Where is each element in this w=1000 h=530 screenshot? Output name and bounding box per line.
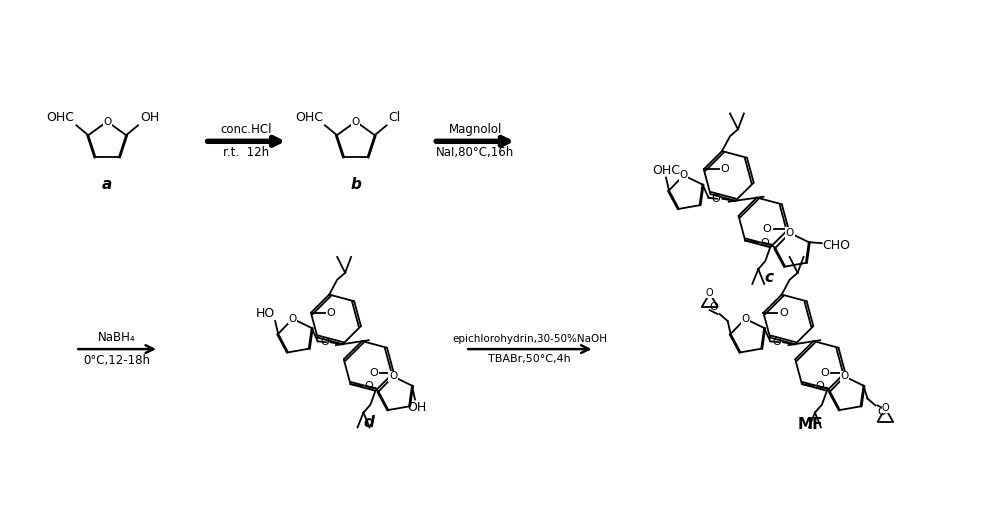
Text: OH: OH bbox=[140, 111, 159, 125]
Text: O: O bbox=[369, 368, 378, 377]
Text: HO: HO bbox=[256, 307, 275, 320]
Text: O: O bbox=[679, 170, 688, 180]
Text: O: O bbox=[721, 164, 729, 174]
Text: O: O bbox=[772, 337, 781, 347]
Text: O: O bbox=[779, 308, 788, 318]
Text: Cl: Cl bbox=[389, 111, 401, 125]
Text: a: a bbox=[102, 177, 112, 192]
Text: O: O bbox=[320, 337, 329, 347]
Text: conc.HCl: conc.HCl bbox=[221, 123, 272, 136]
Text: O: O bbox=[364, 381, 373, 391]
Text: O: O bbox=[816, 381, 825, 391]
Text: O: O bbox=[741, 314, 749, 324]
Text: OHC: OHC bbox=[295, 111, 323, 125]
Text: OH: OH bbox=[407, 402, 427, 414]
Text: r.t.  12h: r.t. 12h bbox=[223, 146, 269, 159]
Text: O: O bbox=[877, 408, 886, 418]
Text: O: O bbox=[760, 237, 769, 248]
Text: 0°C,12-18h: 0°C,12-18h bbox=[84, 354, 151, 367]
Text: d: d bbox=[363, 416, 374, 430]
Text: TBABr,50°C,4h: TBABr,50°C,4h bbox=[488, 354, 571, 364]
Text: OHC: OHC bbox=[652, 164, 680, 176]
Text: O: O bbox=[840, 372, 849, 382]
Text: NaI,80°C,16h: NaI,80°C,16h bbox=[436, 146, 514, 159]
Text: O: O bbox=[103, 117, 111, 127]
Text: O: O bbox=[327, 308, 336, 318]
Text: OHC: OHC bbox=[46, 111, 74, 125]
Text: O: O bbox=[882, 403, 889, 413]
Text: c: c bbox=[764, 270, 773, 285]
Text: O: O bbox=[706, 288, 714, 298]
Text: O: O bbox=[821, 368, 829, 377]
Text: O: O bbox=[786, 228, 794, 238]
Text: MF: MF bbox=[798, 418, 823, 432]
Text: O: O bbox=[709, 302, 718, 312]
Text: O: O bbox=[763, 224, 772, 234]
Text: Magnolol: Magnolol bbox=[448, 123, 502, 136]
Text: O: O bbox=[712, 194, 720, 204]
Text: NaBH₄: NaBH₄ bbox=[98, 331, 136, 344]
Text: O: O bbox=[289, 314, 297, 324]
Text: O: O bbox=[352, 117, 360, 127]
Text: epichlorohydrin,30-50%NaOH: epichlorohydrin,30-50%NaOH bbox=[452, 334, 607, 344]
Text: b: b bbox=[350, 177, 361, 192]
Text: O: O bbox=[389, 372, 397, 382]
Text: CHO: CHO bbox=[823, 238, 851, 252]
